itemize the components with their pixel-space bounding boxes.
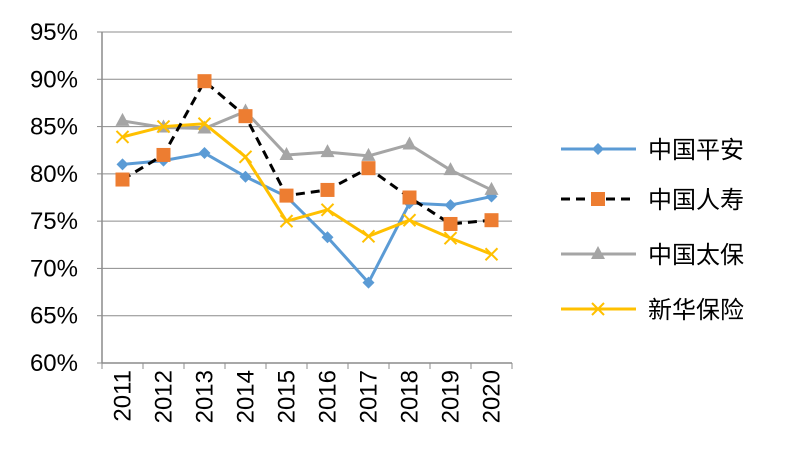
data-point-diamond — [198, 147, 211, 160]
data-point-square — [443, 216, 458, 231]
series-3 — [115, 103, 499, 195]
legend-label: 新华保险 — [648, 296, 744, 324]
data-point-square — [197, 74, 212, 89]
data-point-triangle — [591, 246, 605, 259]
data-point-triangle — [361, 147, 376, 161]
legend-item: 中国太保 — [561, 241, 744, 269]
x-tick-label: 2012 — [151, 370, 178, 423]
y-tick-label: 65% — [30, 303, 78, 330]
data-point-triangle — [443, 162, 458, 176]
data-point-x — [361, 229, 376, 243]
data-point-diamond — [362, 276, 375, 289]
data-point-triangle — [484, 181, 499, 195]
x-tick-label: 2017 — [356, 370, 383, 423]
data-point-x — [238, 150, 253, 164]
series-line — [121, 79, 492, 226]
x-tick-label: 2013 — [192, 370, 219, 423]
series-line — [122, 151, 492, 285]
data-point-x — [320, 203, 335, 217]
series-line — [122, 109, 493, 192]
data-point-x — [156, 119, 171, 134]
data-point-diamond — [239, 170, 252, 183]
x-tick-label: 2020 — [479, 370, 506, 423]
data-point-x — [443, 231, 458, 245]
data-point-square — [484, 213, 499, 228]
y-tick-label: 80% — [30, 161, 78, 188]
series-group — [115, 74, 499, 289]
x-tick-label: 2019 — [438, 370, 465, 423]
legend-item: 中国人寿 — [561, 186, 744, 214]
data-point-square — [238, 109, 253, 124]
data-point-diamond — [116, 158, 129, 171]
data-point-diamond — [444, 199, 457, 212]
data-point-diamond — [321, 231, 334, 244]
data-point-square — [591, 192, 605, 206]
legend-item: 中国平安 — [561, 136, 744, 164]
legend-label: 中国平安 — [648, 136, 744, 164]
data-point-square — [115, 172, 130, 187]
data-point-triangle — [197, 120, 212, 134]
data-point-x — [484, 247, 499, 261]
data-point-x — [402, 213, 417, 227]
y-tick-label: 95% — [30, 19, 78, 46]
data-point-square — [279, 188, 294, 203]
series-line — [122, 122, 493, 256]
data-point-x — [591, 302, 605, 316]
x-tick-label: 2016 — [315, 370, 342, 423]
y-tick-label: 70% — [30, 255, 78, 282]
x-tick-label: 2015 — [274, 370, 301, 423]
series-2 — [115, 74, 499, 231]
data-point-x — [115, 130, 130, 144]
y-tick-label: 85% — [30, 114, 78, 141]
data-point-square — [156, 147, 171, 162]
legend-label: 中国人寿 — [648, 186, 744, 214]
data-point-square — [320, 182, 335, 197]
data-point-square — [402, 190, 417, 205]
x-tick-label: 2011 — [110, 370, 137, 422]
data-point-triangle — [279, 146, 294, 160]
y-tick-label: 75% — [30, 208, 78, 235]
axes — [101, 32, 512, 364]
x-tick-labels: 2011 2012 2013 2014 2015 2016 2017 2018 2019 2020 — [101, 363, 513, 423]
data-point-x — [197, 117, 212, 131]
legend-item: 新华保险 — [561, 296, 744, 324]
series-4 — [115, 117, 499, 261]
y-tick-label: 60% — [30, 350, 78, 377]
data-point-diamond — [592, 143, 604, 155]
data-point-triangle — [115, 112, 130, 126]
data-point-triangle — [402, 136, 417, 150]
x-tick-label: 2014 — [233, 370, 260, 423]
legend-label: 中国太保 — [648, 241, 744, 269]
y-tick-labels: 60% 65% 70% 75% 80% 85% 90% 95% — [30, 19, 102, 377]
data-point-x — [279, 214, 294, 228]
data-point-triangle — [320, 144, 335, 158]
data-point-square — [361, 161, 376, 176]
y-tick-label: 90% — [30, 66, 78, 93]
x-tick-label: 2018 — [397, 370, 424, 423]
